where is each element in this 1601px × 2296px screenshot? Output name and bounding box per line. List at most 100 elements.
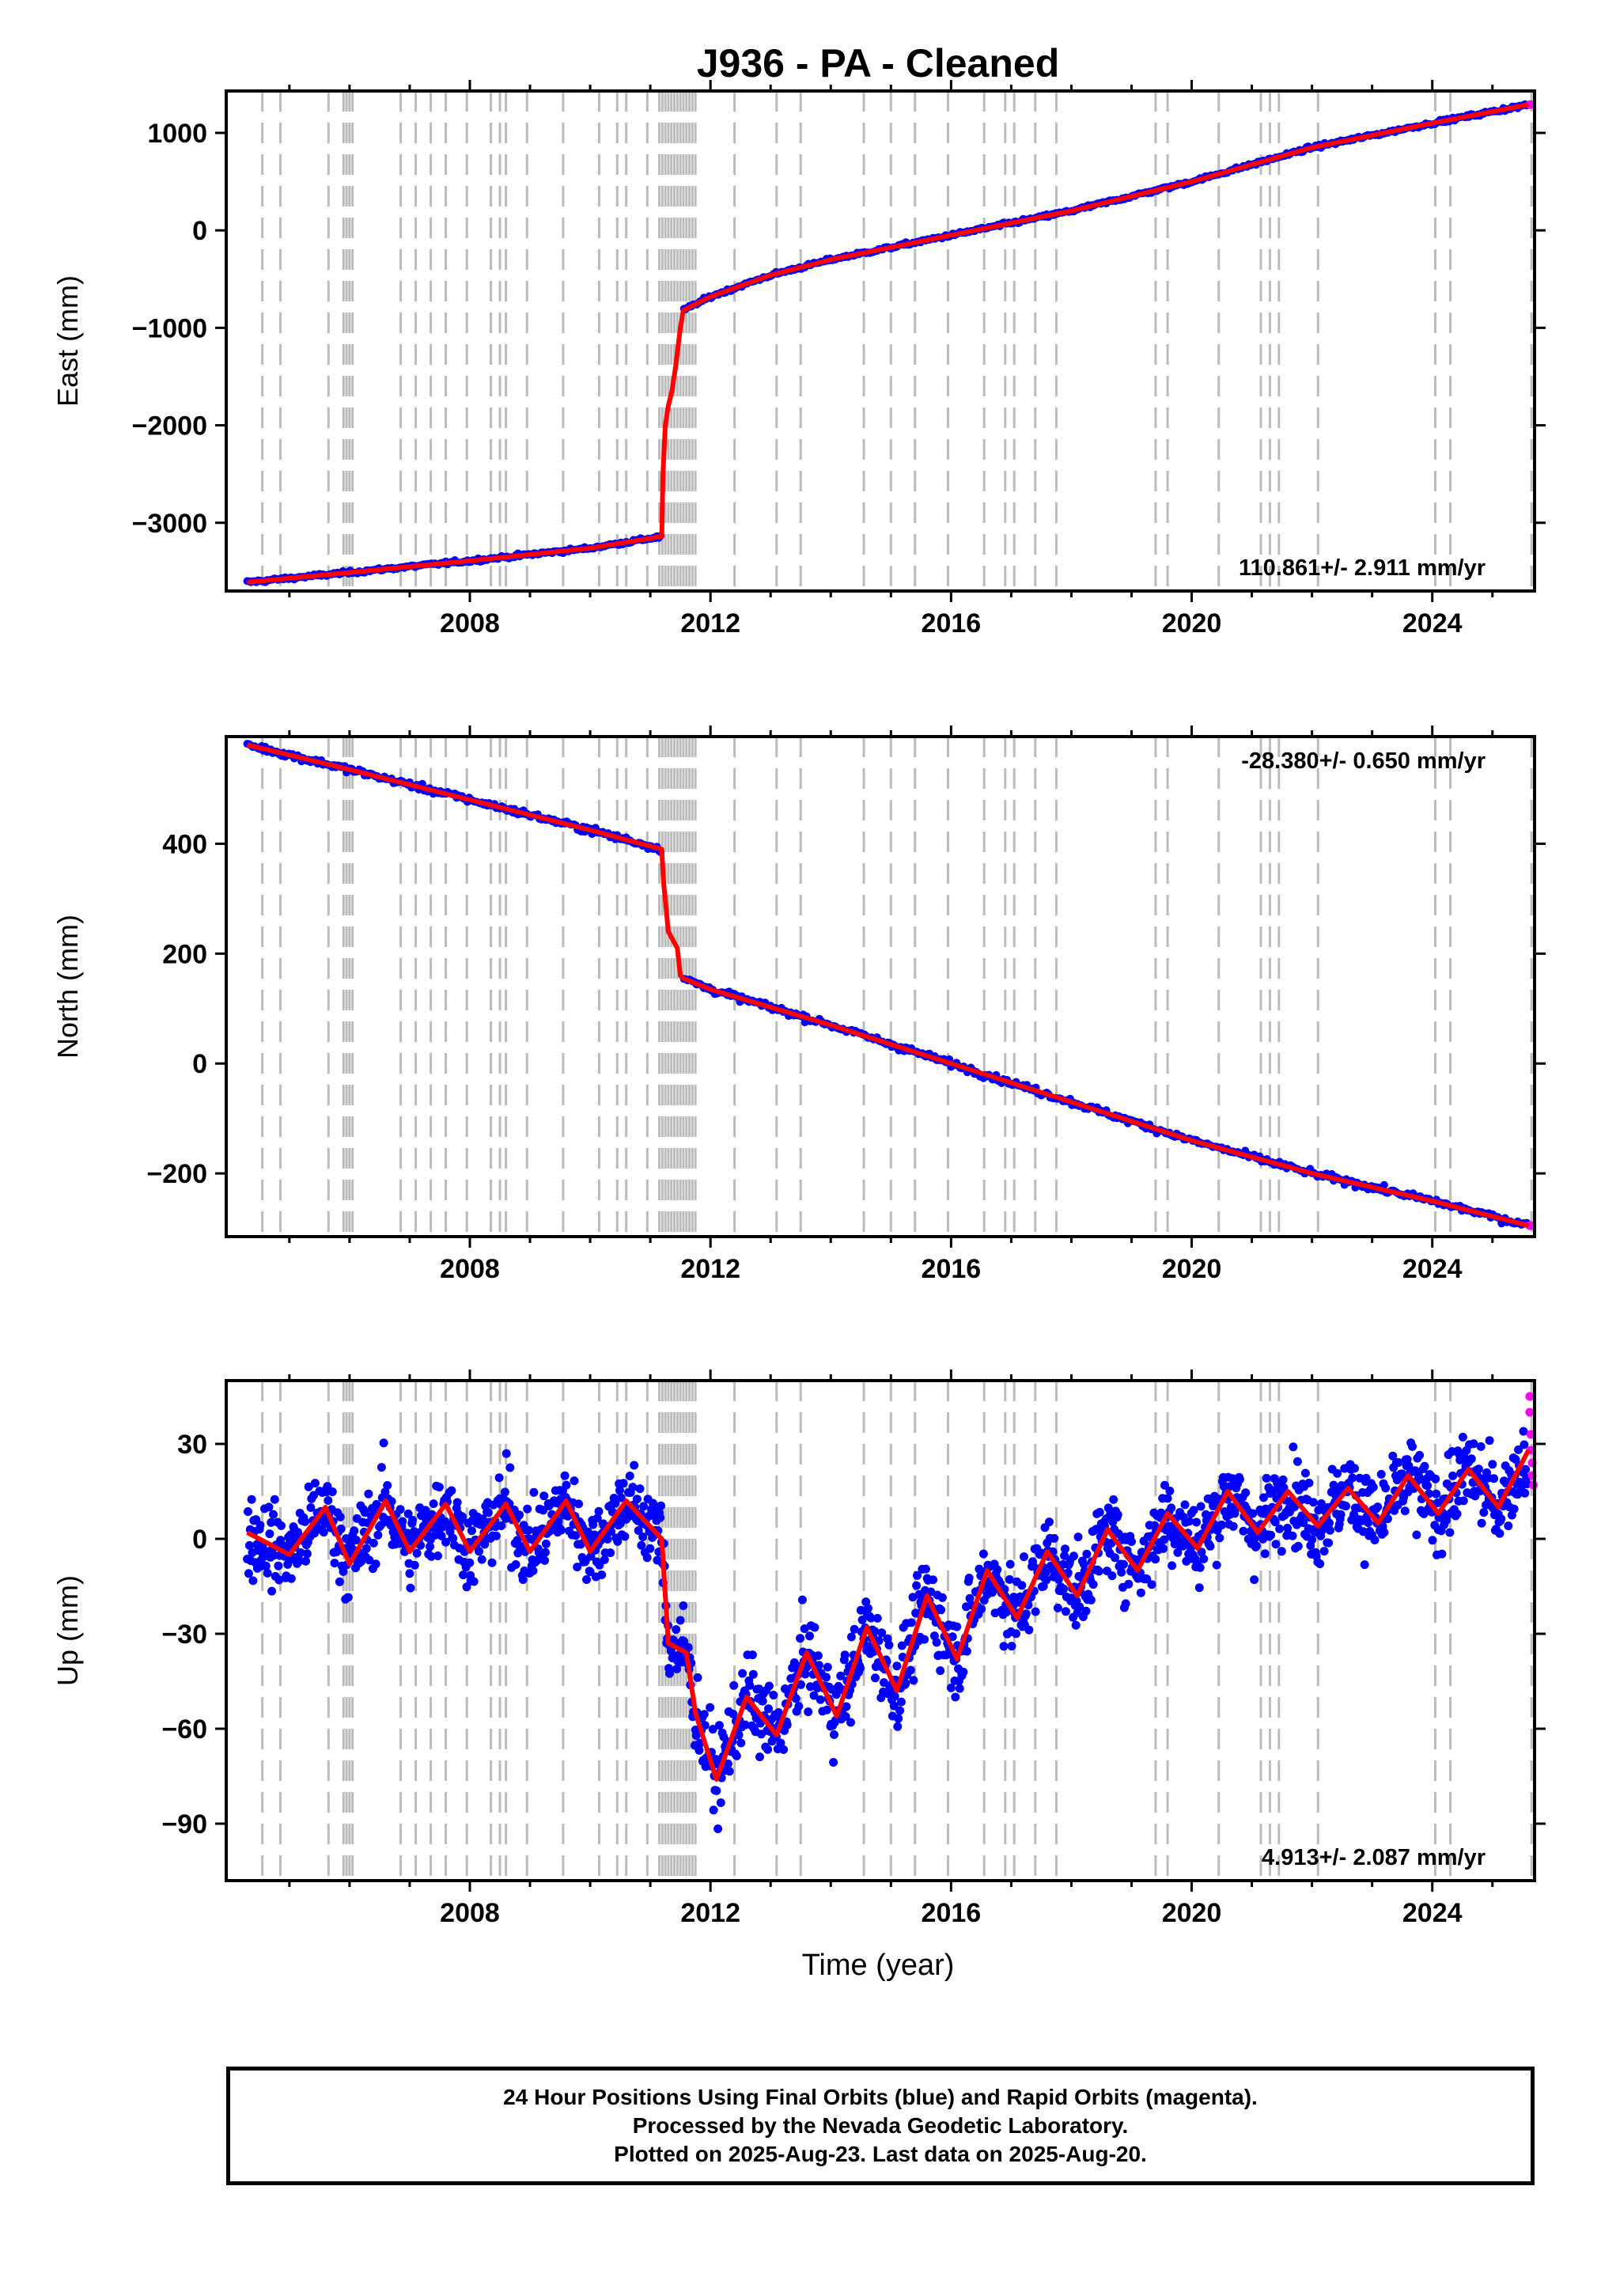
final-orbit-point <box>1054 1574 1063 1584</box>
final-orbit-point <box>1348 1473 1357 1483</box>
final-orbit-point <box>1368 1483 1378 1492</box>
final-orbit-point <box>611 1498 620 1508</box>
final-orbit-point <box>1275 1524 1285 1533</box>
final-orbit-point <box>734 1730 744 1740</box>
final-orbit-point <box>1061 1607 1070 1616</box>
final-orbit-point <box>1420 1461 1429 1471</box>
final-orbit-point <box>1404 1461 1414 1471</box>
final-orbit-point <box>594 1506 604 1516</box>
final-orbit-point <box>1050 1533 1059 1543</box>
final-orbit-point <box>255 1521 265 1530</box>
final-orbit-point <box>871 1673 880 1683</box>
final-orbit-point <box>1095 1507 1104 1517</box>
final-orbit-point <box>782 1720 792 1730</box>
y-tick-label: −30 <box>161 1620 207 1650</box>
final-orbit-point <box>1082 1549 1092 1559</box>
final-orbit-point <box>831 1690 841 1699</box>
final-orbit-point <box>1042 1575 1051 1585</box>
final-orbit-point <box>642 1553 652 1563</box>
final-orbit-point <box>406 1583 415 1593</box>
final-orbit-point <box>619 1479 628 1488</box>
final-orbit-point <box>951 1692 960 1702</box>
final-orbit-point <box>1020 1552 1028 1562</box>
final-orbit-point <box>846 1718 855 1727</box>
final-orbit-point <box>1113 1510 1122 1519</box>
final-orbit-point <box>1167 1503 1176 1513</box>
y-tick-label: 200 <box>162 939 207 969</box>
final-orbit-point <box>1086 1595 1096 1605</box>
final-orbit-point <box>810 1623 819 1632</box>
panel-east: 2008 2012 2016 2020 2024 1000 0 −1000 −2000 −3000… <box>51 80 1546 638</box>
final-orbit-point <box>269 1510 278 1519</box>
final-orbit-point <box>426 1542 434 1552</box>
final-orbit-point <box>1319 1547 1329 1556</box>
final-orbit-point <box>906 1665 915 1675</box>
final-orbit-point <box>1045 1517 1054 1527</box>
y-tick-label: −2000 <box>132 411 208 441</box>
final-orbit-point <box>736 1738 746 1748</box>
final-orbit-point <box>877 1628 887 1638</box>
final-orbit-point <box>764 1681 774 1691</box>
final-orbit-point <box>263 1568 272 1578</box>
final-orbit-point <box>494 1473 504 1483</box>
final-orbit-point <box>1325 1525 1334 1535</box>
final-orbit-point <box>755 1752 764 1762</box>
event-lines <box>261 91 1533 591</box>
final-orbit-point <box>1467 1454 1476 1464</box>
final-orbit-point <box>261 1561 271 1570</box>
x-tick-label: 2016 <box>922 608 982 638</box>
final-orbit-point <box>1364 1518 1373 1528</box>
final-orbit-point <box>324 1496 333 1505</box>
final-orbit-point <box>800 1669 810 1679</box>
final-orbit-point <box>1514 1445 1523 1454</box>
final-orbit-point <box>540 1555 550 1565</box>
final-orbit-point <box>1488 1460 1497 1469</box>
final-orbit-point <box>1230 1509 1240 1518</box>
final-orbit-point <box>955 1684 964 1693</box>
y-tick-label: −3000 <box>132 509 208 539</box>
final-orbit-point <box>993 1565 1002 1574</box>
final-orbit-point <box>814 1661 823 1670</box>
final-orbit-point <box>1423 1481 1433 1491</box>
final-orbit-point <box>560 1471 570 1480</box>
panel-up: 2008 2012 2016 2020 2024 30 0 −30 −60 −90 Up (mm) 4… <box>51 1370 1546 1928</box>
final-orbit-point <box>1317 1499 1326 1508</box>
final-orbit-point <box>672 1625 681 1635</box>
final-orbit-point <box>244 1540 254 1550</box>
plot-frame <box>225 89 1536 593</box>
final-orbit-point <box>562 1480 571 1490</box>
final-orbit-point <box>1081 1606 1091 1616</box>
final-orbit-point <box>573 1563 582 1572</box>
final-orbit-point <box>277 1521 286 1530</box>
final-orbit-point <box>729 1709 738 1718</box>
final-orbit-point <box>1121 1599 1130 1608</box>
final-orbit-point <box>1124 1579 1134 1589</box>
model-fit-line <box>246 742 1530 1229</box>
final-orbit-point <box>523 1504 532 1514</box>
x-tick-label: 2020 <box>1162 608 1222 638</box>
final-orbit-point <box>383 1481 392 1490</box>
final-orbit-point <box>1073 1533 1083 1542</box>
final-orbit-point <box>365 1555 374 1565</box>
final-orbit-point <box>758 1696 767 1706</box>
final-orbit-point <box>635 1484 645 1494</box>
y-tick-label: 1000 <box>147 119 207 149</box>
model-fit-line <box>246 1449 1531 1782</box>
final-orbit-point <box>1448 1471 1458 1480</box>
final-orbit-point <box>936 1666 945 1676</box>
rapid-orbit-point <box>1525 1408 1535 1417</box>
final-orbit-point <box>1215 1533 1224 1543</box>
final-orbit-point <box>1005 1559 1015 1569</box>
x-tick-label: 2016 <box>922 1898 982 1928</box>
final-orbit-point <box>1458 1432 1467 1442</box>
final-orbit-point <box>361 1544 371 1553</box>
final-orbit-point <box>895 1706 905 1715</box>
final-orbit-point <box>723 1759 732 1768</box>
y-tick-label: 0 <box>192 1049 207 1079</box>
final-orbit-point <box>600 1555 609 1564</box>
final-orbit-point <box>447 1486 456 1495</box>
final-orbit-point <box>408 1515 418 1525</box>
final-orbit-point <box>1061 1544 1069 1554</box>
final-orbit-point <box>1360 1560 1369 1570</box>
final-orbit-point <box>301 1517 310 1526</box>
